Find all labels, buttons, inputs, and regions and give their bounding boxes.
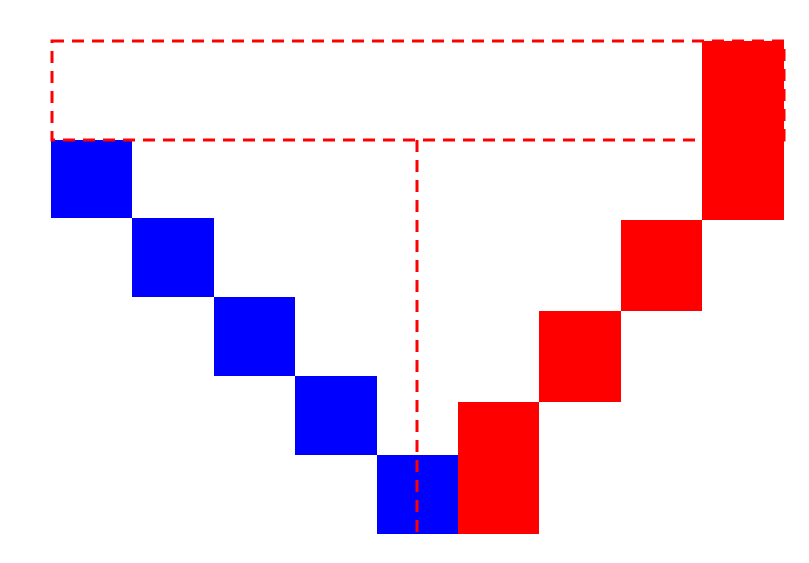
blue-block-2 bbox=[132, 218, 214, 297]
red-staircase bbox=[458, 41, 784, 534]
red-block-4 bbox=[702, 41, 784, 220]
red-block-2 bbox=[539, 311, 621, 402]
blue-block-4 bbox=[295, 376, 377, 455]
red-block-1 bbox=[458, 402, 539, 534]
dashed-rectangle bbox=[50, 39, 786, 142]
blue-staircase bbox=[51, 140, 458, 534]
red-block-3 bbox=[621, 220, 702, 311]
blue-block-1 bbox=[51, 140, 132, 218]
blue-block-3 bbox=[214, 297, 295, 376]
